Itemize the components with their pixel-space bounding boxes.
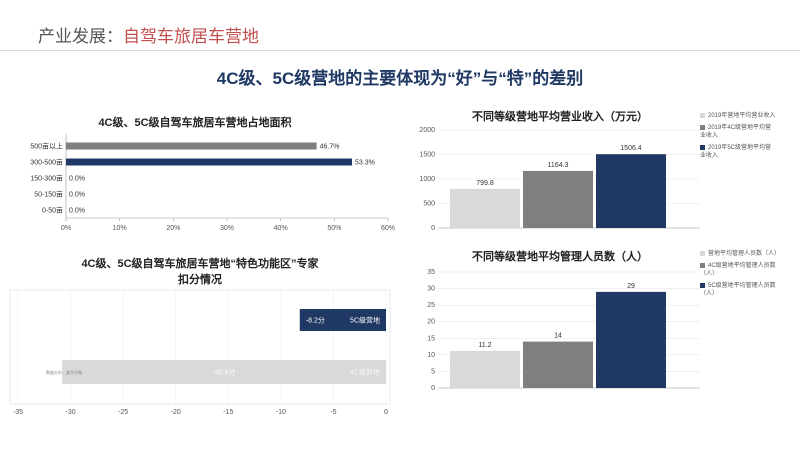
deduction-side-note: 数据分析：美华方略	[46, 370, 82, 375]
x-tick-label: 60%	[381, 225, 395, 232]
data-label: 11.2	[478, 342, 491, 349]
header-prefix: 产业发展：	[38, 27, 123, 46]
y-tick-label: 10	[427, 352, 435, 359]
bar	[450, 188, 520, 228]
plot-frame	[9, 289, 391, 405]
y-tick-label: 20	[427, 319, 435, 326]
legend-swatch	[700, 112, 705, 118]
x-tick-label: 30%	[220, 225, 234, 232]
category-label: 50-150亩	[34, 190, 63, 199]
y-tick-label: 500	[423, 201, 435, 208]
x-tick-label: 0	[384, 409, 388, 416]
x-tick-label: -5	[330, 409, 336, 416]
bar	[523, 341, 593, 388]
revenue-chart: 0 500 1000 1500 2000 799.8 1164.3 1506.4	[419, 127, 700, 232]
category-label: 500亩以上	[30, 142, 63, 151]
legend-label: 2019年4C级营地平均营业收入	[700, 125, 772, 139]
data-label: 53.3%	[355, 160, 375, 167]
legend-swatch	[700, 262, 705, 268]
header-divider	[0, 50, 800, 51]
y-tick-label: 15	[427, 335, 435, 342]
deduction-title-line1: 4C级、5C级自驾车旅居车营地“特色功能区”专家	[81, 258, 319, 270]
staff-legend-item: 营地平均管理人员数（人）	[700, 250, 780, 258]
bar	[450, 350, 520, 388]
legend-label: 4C级营地平均管理人员数（人）	[700, 263, 776, 277]
y-tick-label: 35	[427, 269, 435, 276]
y-tick-label: 25	[427, 302, 435, 309]
page-title: 4C级、5C级营地的主要体现为“好”与“特”的差别	[216, 69, 584, 88]
y-tick-label: 1000	[419, 176, 435, 183]
category-label: 0-50亩	[42, 206, 63, 215]
y-tick-label: 0	[431, 385, 435, 392]
x-tick-label: -15	[223, 409, 233, 416]
x-tick-label: 0%	[61, 225, 71, 232]
category-label: 150-300亩	[30, 174, 63, 183]
deduction-title-line2: 扣分情况	[178, 274, 222, 286]
category-label: 5C级营地	[350, 316, 380, 325]
revenue-legend-item: 2019年营地平均营业收入	[700, 112, 776, 120]
bar	[596, 291, 666, 388]
y-tick-label: 2000	[419, 127, 435, 134]
legend-swatch	[700, 250, 705, 256]
legend-swatch	[700, 124, 705, 130]
x-tick-label: -35	[13, 409, 23, 416]
bar	[66, 142, 317, 150]
legend-swatch	[700, 144, 705, 150]
data-label: 0.0%	[69, 192, 85, 199]
x-tick-label: 20%	[166, 225, 180, 232]
staff-chart: 0 5 10 15 20 25 30 35 11.2 14 29	[427, 269, 700, 392]
data-label: 46.7%	[320, 144, 340, 151]
area-chart-title: 4C级、5C级自驾车旅居车营地占地面积	[98, 117, 292, 129]
staff-legend-item: 4C级营地平均管理人员数（人）	[700, 262, 780, 278]
bar	[596, 154, 666, 228]
revenue-chart-title: 不同等级营地平均营业收入（万元）	[472, 111, 648, 123]
bar	[66, 158, 353, 166]
data-label: 0.0%	[69, 176, 85, 183]
staff-legend-item: 5C级营地平均管理人员数（人）	[700, 282, 780, 298]
y-tick-label: 30	[427, 286, 435, 293]
deduction-chart: -35 -30 -25 -20 -15 -10 -5 0 5C级营地 -8.2分 4C级营地 -30.…	[9, 289, 391, 416]
legend-label: 营地平均管理人员数（人）	[708, 251, 781, 257]
data-label: 29	[627, 283, 635, 290]
data-label: 1506.4	[620, 145, 642, 152]
data-label: 14	[554, 333, 562, 340]
header-highlight: 自驾车旅居车营地	[123, 27, 259, 46]
x-tick-label: 10%	[113, 225, 127, 232]
bar	[299, 309, 386, 331]
revenue-legend-item: 2019年5C级营地平均营业收入	[700, 144, 776, 160]
bar	[523, 170, 593, 228]
revenue-legend: 2019年营地平均营业收入 2019年4C级营地平均营业收入 2019年5C级营…	[700, 112, 776, 164]
x-tick-label: 50%	[327, 225, 341, 232]
x-tick-label: 40%	[274, 225, 288, 232]
section-header: 产业发展：自驾车旅居车营地	[38, 22, 259, 47]
data-label: 1164.3	[548, 162, 569, 169]
x-tick-label: -30	[66, 409, 76, 416]
data-label: 799.8	[476, 180, 494, 187]
data-label: -30.8分	[213, 368, 236, 377]
area-chart: 0% 10% 20% 30% 40% 50% 60% 500亩以上 46.7% 300-500亩 5…	[30, 134, 395, 232]
legend-swatch	[700, 282, 705, 288]
x-tick-label: -10	[276, 409, 286, 416]
staff-chart-title: 不同等级营地平均管理人员数（人）	[472, 251, 648, 263]
x-tick-label: -20	[171, 409, 181, 416]
data-label: 0.0%	[69, 208, 85, 215]
category-label: 300-500亩	[30, 158, 63, 167]
legend-label: 5C级营地平均管理人员数（人）	[700, 283, 776, 297]
revenue-legend-item: 2019年4C级营地平均营业收入	[700, 124, 776, 140]
y-tick-label: 5	[431, 368, 435, 375]
y-tick-label: 1500	[419, 152, 435, 159]
legend-label: 2019年营地平均营业收入	[708, 113, 776, 119]
bar	[62, 360, 386, 384]
data-label: -8.2分	[306, 316, 325, 325]
staff-legend: 营地平均管理人员数（人） 4C级营地平均管理人员数（人） 5C级营地平均管理人员…	[700, 250, 780, 302]
category-label: 4C级营地	[350, 368, 380, 377]
deduction-chart-title: 4C级、5C级自驾车旅居车营地“特色功能区”专家 扣分情况	[30, 256, 370, 288]
y-tick-label: 0	[431, 225, 435, 232]
x-tick-label: -25	[118, 409, 128, 416]
legend-label: 2019年5C级营地平均营业收入	[700, 145, 772, 159]
